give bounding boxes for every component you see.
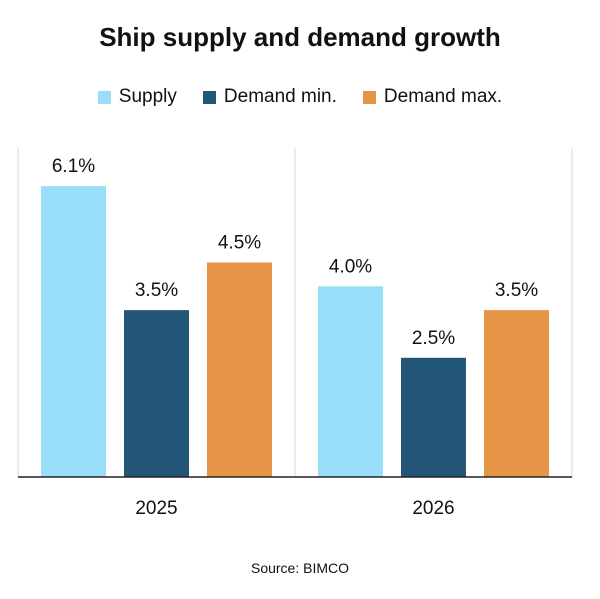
bar-demand-max-2026 (484, 310, 549, 477)
legend: Supply Demand min. Demand max. (0, 86, 600, 108)
category-label-2025: 2025 (135, 498, 177, 519)
bar-demand-max-2025 (207, 262, 272, 477)
legend-swatch-demand-max (362, 90, 376, 104)
legend-label-demand-max: Demand max. (383, 86, 503, 107)
bar-demand-min-2026 (401, 357, 466, 477)
legend-swatch-demand-min (202, 90, 216, 104)
data-label-supply-2026: 4.0% (329, 256, 372, 277)
bar-demand-min-2025 (124, 310, 189, 477)
legend-item-demand-max: Demand max. (362, 86, 503, 108)
data-label-demand-min-2025: 3.5% (135, 280, 178, 301)
source-note: Source: BIMCO (250, 560, 350, 576)
legend-swatch-supply (97, 90, 111, 104)
legend-item-supply: Supply (97, 86, 177, 108)
bar-supply-2026 (318, 286, 383, 477)
legend-label-demand-min: Demand min. (223, 86, 337, 107)
data-label-demand-min-2026: 2.5% (412, 328, 455, 349)
data-label-demand-max-2026: 3.5% (495, 280, 538, 301)
chart-title: Ship supply and demand growth (99, 22, 501, 52)
data-label-supply-2025: 6.1% (52, 156, 95, 177)
data-label-demand-max-2025: 4.5% (218, 232, 261, 253)
legend-item-demand-min: Demand min. (202, 86, 337, 108)
bar-supply-2025 (41, 186, 106, 477)
category-label-2026: 2026 (412, 498, 454, 519)
legend-label-supply: Supply (118, 86, 177, 107)
